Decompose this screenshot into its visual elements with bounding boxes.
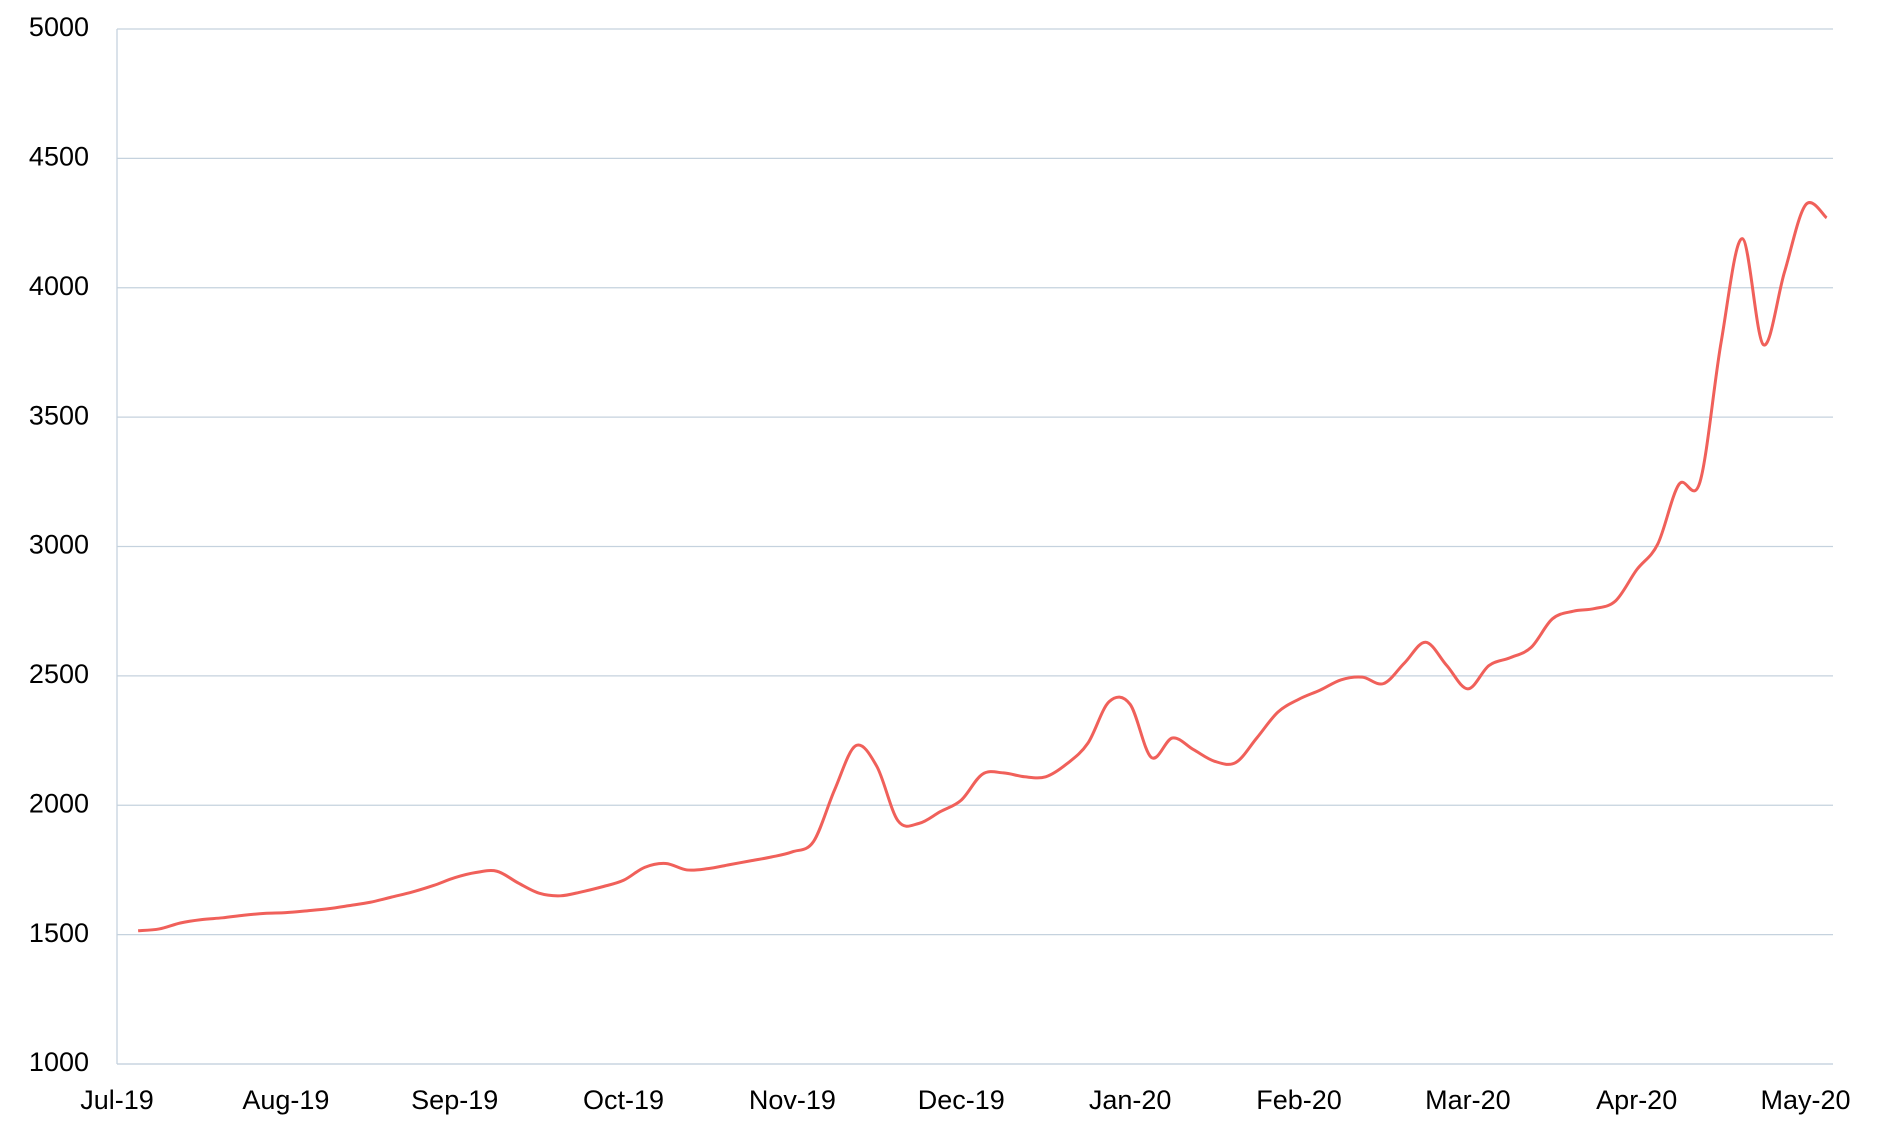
x-tick-label: Jan-20 [1089,1085,1172,1115]
x-tick-label: Apr-20 [1596,1085,1677,1115]
y-tick-label: 3500 [29,400,89,430]
x-tick-label: Aug-19 [242,1085,329,1115]
x-tick-label: Mar-20 [1425,1085,1511,1115]
x-tick-label: Dec-19 [918,1085,1005,1115]
y-tick-label: 5000 [29,12,89,42]
x-tick-label: Jul-19 [80,1085,154,1115]
y-tick-label: 2000 [29,788,89,818]
x-tick-label: Nov-19 [749,1085,836,1115]
x-tick-label: Oct-19 [583,1085,664,1115]
y-tick-label: 3000 [29,530,89,560]
data-line [137,201,1828,933]
y-tick-label: 1500 [29,918,89,948]
x-tick-label: May-20 [1761,1085,1851,1115]
y-tick-label: 4500 [29,142,89,172]
y-tick-label: 4000 [29,271,89,301]
x-tick-label: Feb-20 [1256,1085,1342,1115]
y-tick-label: 1000 [29,1047,89,1077]
x-tick-label: Sep-19 [411,1085,498,1115]
y-tick-label: 2500 [29,659,89,689]
